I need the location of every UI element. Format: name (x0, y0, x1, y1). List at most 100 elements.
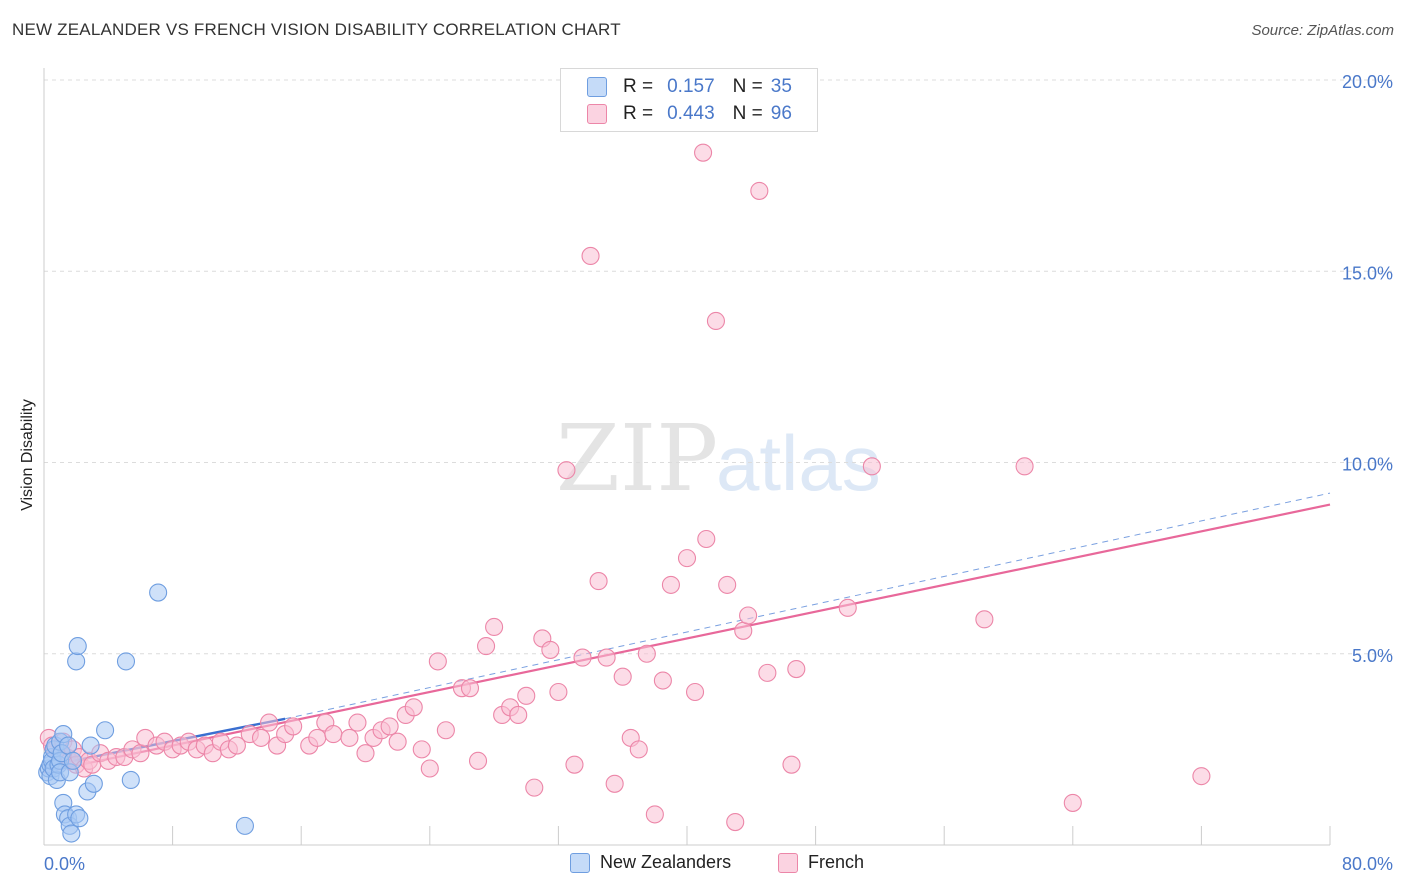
data-point (70, 809, 89, 828)
data-point (605, 774, 624, 793)
data-point (468, 751, 488, 770)
data-point (149, 583, 168, 602)
data-point (284, 717, 303, 736)
data-point (653, 671, 672, 690)
data-point (509, 705, 528, 725)
data-point (380, 717, 399, 736)
data-point (1192, 767, 1211, 786)
y-tick-label: 20.0% (1342, 72, 1393, 92)
data-point (340, 728, 359, 747)
legend-swatch-pink (778, 852, 798, 873)
source-label: Source: ZipAtlas.com (1251, 22, 1394, 39)
data-point (549, 682, 568, 702)
chart-title: NEW ZEALANDER VS FRENCH VISION DISABILIT… (12, 20, 621, 39)
data-point (975, 610, 994, 629)
legend-item-french[interactable]: French (778, 852, 864, 873)
x-tick-label: 0.0% (44, 854, 85, 874)
data-point (629, 740, 648, 759)
trend-line-french (43, 503, 1331, 774)
data-point (661, 575, 680, 594)
y-tick-label: 5.0% (1352, 646, 1393, 666)
data-point (84, 774, 103, 793)
data-point (645, 805, 664, 824)
data-point (782, 755, 801, 774)
data-point (573, 648, 592, 667)
data-point (63, 751, 82, 770)
y-tick-label: 10.0% (1342, 455, 1393, 475)
data-point (637, 644, 656, 663)
data-point (235, 816, 254, 835)
legend-swatch-pink (587, 104, 607, 124)
legend-label: French (808, 852, 865, 872)
data-point (420, 759, 439, 778)
data-point (750, 181, 769, 200)
data-point (116, 652, 136, 671)
data-point (67, 652, 86, 671)
data-point (694, 143, 713, 162)
data-point (517, 686, 536, 705)
data-point (324, 725, 343, 744)
watermark-zip: ZIP (556, 405, 718, 512)
legend-r-label: R = (623, 103, 654, 124)
legend-label: New Zealanders (600, 852, 732, 872)
data-point (557, 461, 576, 480)
data-point (251, 728, 271, 747)
legend-swatch-blue (587, 77, 607, 97)
data-point (739, 606, 758, 625)
data-point (677, 549, 697, 568)
data-point (388, 732, 407, 751)
data-point (581, 246, 600, 265)
data-point (597, 648, 616, 667)
data-point (81, 736, 100, 755)
data-point (121, 770, 140, 790)
data-point (862, 457, 881, 476)
data-point (525, 778, 544, 797)
legend-row-french: R = 0.443 N = 96 (587, 102, 792, 126)
stats-legend: R = 0.157 N = 35 R = 0.443 N = 96 (560, 68, 818, 132)
data-point (428, 652, 447, 671)
data-point (787, 659, 806, 679)
data-point (726, 812, 745, 832)
data-point (838, 598, 857, 617)
legend-item-new-zealanders[interactable]: New Zealanders (570, 852, 731, 873)
data-point (356, 744, 375, 763)
watermark: ZIP atlas (556, 405, 881, 512)
legend-r-value: 0.443 (667, 103, 715, 124)
data-point (308, 728, 327, 747)
series-legend: New Zealanders French (0, 852, 1406, 878)
legend-n-label: N = (732, 76, 763, 97)
data-point (1015, 457, 1034, 476)
legend-r-label: R = (623, 76, 654, 97)
data-point (436, 721, 455, 740)
data-point (1063, 793, 1082, 812)
data-point (227, 736, 246, 755)
data-point (460, 679, 480, 698)
data-point (348, 713, 367, 732)
data-point (96, 721, 115, 740)
data-point (259, 713, 279, 732)
data-point (485, 617, 504, 637)
legend-r-value: 0.157 (667, 76, 715, 97)
data-point (477, 637, 496, 656)
data-point (131, 744, 150, 763)
data-point (706, 311, 725, 331)
data-point (758, 663, 777, 682)
data-point (404, 698, 423, 717)
data-point (541, 640, 560, 659)
trend-line-extended (285, 492, 1331, 720)
y-axis-label: Vision Disability (19, 399, 36, 511)
x-tick-label: 80.0% (1342, 854, 1393, 874)
y-tick-label: 15.0% (1342, 263, 1393, 283)
data-point (734, 621, 753, 640)
legend-n-value: 35 (770, 76, 792, 97)
data-point (62, 824, 81, 843)
data-point (565, 755, 584, 774)
legend-n-label: N = (732, 103, 763, 124)
data-point (68, 637, 87, 656)
data-point (685, 682, 705, 702)
data-point (697, 529, 716, 549)
data-point (589, 572, 608, 591)
legend-n-value: 96 (770, 103, 792, 124)
data-point (613, 667, 632, 686)
